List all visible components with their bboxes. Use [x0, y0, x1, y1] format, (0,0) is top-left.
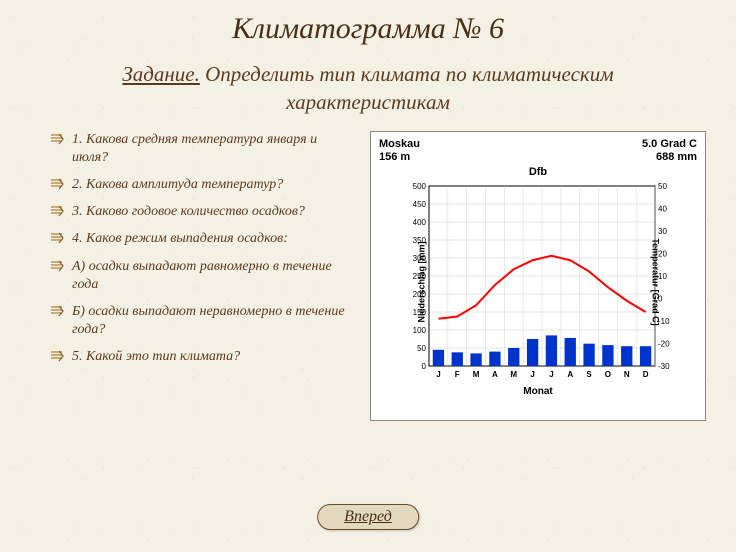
chart-mean-temp: 5.0 Grad C [642, 138, 697, 151]
svg-text:F: F [455, 370, 460, 379]
svg-text:500: 500 [413, 182, 427, 191]
plot-svg: 050100150200250300350400450500-30-20-100… [405, 182, 675, 382]
chart-elevation: 156 m [379, 151, 420, 164]
chart-precipitation: 688 mm [642, 151, 697, 164]
y-left-axis-label: Niederschlag [mm] [417, 242, 427, 323]
list-item: Б) осадки выпадают неравномерно в течени… [50, 303, 350, 339]
content-row: 1. Какова средняя температура января и и… [0, 117, 736, 421]
x-axis-label: Monat [379, 386, 697, 397]
task-label: Задание. [122, 62, 200, 86]
svg-text:N: N [624, 370, 630, 379]
svg-text:0: 0 [422, 362, 427, 371]
page-title: Климатограмма № 6 [0, 0, 736, 46]
question-text: 4. Каков режим выпадения осадков: [72, 230, 288, 248]
svg-text:J: J [436, 370, 440, 379]
bullet-icon [50, 205, 66, 217]
svg-text:D: D [643, 370, 649, 379]
bullet-icon [50, 305, 66, 317]
question-text: 5. Какой это тип климата? [72, 348, 240, 366]
svg-text:A: A [567, 370, 573, 379]
question-text: 2. Какова амплитуда температур? [72, 176, 283, 194]
svg-text:J: J [549, 370, 553, 379]
list-item: 4. Каков режим выпадения осадков: [50, 230, 350, 248]
climate-code: Dfb [379, 166, 697, 178]
list-item: 2. Какова амплитуда температур? [50, 176, 350, 194]
svg-text:50: 50 [658, 182, 667, 191]
plot-area: Niederschlag [mm] Temperatur [Grad C] 0 5… [405, 182, 675, 382]
bullet-icon [50, 260, 66, 272]
svg-text:O: O [605, 370, 611, 379]
svg-text:S: S [586, 370, 592, 379]
question-text: Б) осадки выпадают неравномерно в течени… [72, 303, 350, 339]
list-item: 5. Какой это тип климата? [50, 348, 350, 366]
bullet-icon [50, 178, 66, 190]
forward-button[interactable]: Вперед [317, 504, 419, 530]
task-subtitle: Задание. Определить тип климата по клима… [0, 46, 736, 117]
svg-text:A: A [492, 370, 498, 379]
bullet-icon [50, 232, 66, 244]
svg-text:30: 30 [658, 227, 667, 236]
svg-text:450: 450 [413, 200, 427, 209]
task-text: Определить тип климата по климатическим … [200, 62, 614, 114]
svg-text:-20: -20 [658, 340, 670, 349]
svg-text:J: J [530, 370, 534, 379]
question-text: 1. Какова средняя температура января и и… [72, 131, 350, 167]
svg-text:400: 400 [413, 218, 427, 227]
chart-header: Moskau 156 m 5.0 Grad C 688 mm [379, 138, 697, 164]
svg-text:50: 50 [417, 344, 426, 353]
climate-chart: Moskau 156 m 5.0 Grad C 688 mm Dfb Niede… [370, 131, 706, 421]
question-text: 3. Каково годовое количество осадков? [72, 203, 305, 221]
list-item: 1. Какова средняя температура января и и… [50, 131, 350, 167]
questions-list: 1. Какова средняя температура января и и… [50, 131, 350, 421]
svg-text:100: 100 [413, 326, 427, 335]
list-item: А) осадки выпадают равномерно в течение … [50, 258, 350, 294]
chart-station: Moskau [379, 138, 420, 151]
bullet-icon [50, 350, 66, 362]
list-item: 3. Каково годовое количество осадков? [50, 203, 350, 221]
y-right-axis-label: Temperatur [Grad C] [650, 238, 660, 325]
svg-text:M: M [510, 370, 517, 379]
svg-text:40: 40 [658, 205, 667, 214]
question-text: А) осадки выпадают равномерно в течение … [72, 258, 350, 294]
svg-text:M: M [473, 370, 480, 379]
svg-text:-30: -30 [658, 362, 670, 371]
bullet-icon [50, 133, 66, 145]
